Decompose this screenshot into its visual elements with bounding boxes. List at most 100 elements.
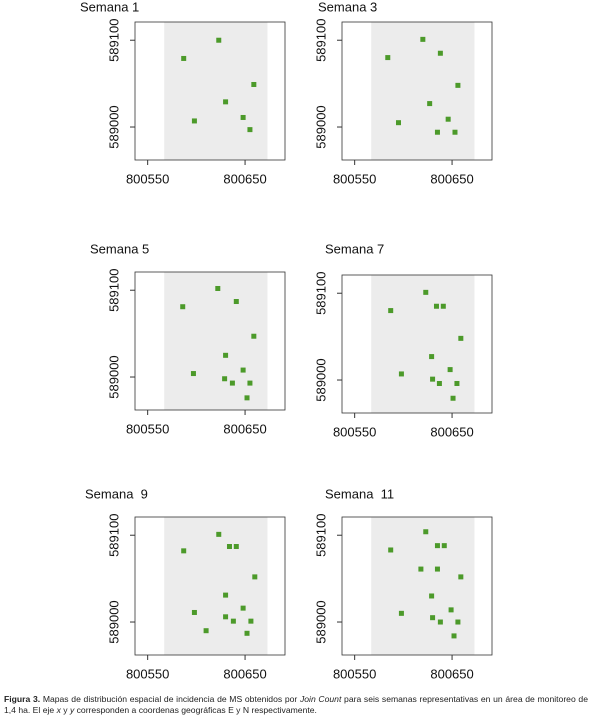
caption-text: y <box>60 705 70 715</box>
y-tick-label: 589000 <box>106 600 121 643</box>
point <box>216 531 222 537</box>
panel-title: Semana 1 <box>80 0 139 14</box>
point <box>458 335 464 341</box>
point <box>191 609 197 615</box>
caption-label: Figura 3. <box>4 694 41 704</box>
plot-frame <box>134 21 286 161</box>
point <box>448 607 454 613</box>
x-tick-label: 800650 <box>223 421 266 436</box>
field-area <box>371 517 475 655</box>
point <box>423 289 429 295</box>
point <box>388 308 394 314</box>
point <box>244 630 250 636</box>
point <box>203 628 209 634</box>
point <box>233 544 239 550</box>
field-area <box>371 22 475 160</box>
point <box>451 633 457 639</box>
point <box>423 529 429 535</box>
caption-text: Join Count <box>299 694 342 704</box>
point <box>429 593 435 599</box>
caption: Figura 3. Mapas de distribución espacial… <box>4 694 588 716</box>
point <box>388 547 394 553</box>
point <box>222 376 228 382</box>
point <box>385 55 391 61</box>
point <box>251 333 257 339</box>
caption-text: y <box>69 705 75 715</box>
x-tick-label: 800550 <box>333 666 376 681</box>
point <box>223 592 229 598</box>
point <box>251 81 257 87</box>
point <box>252 574 258 580</box>
point <box>455 82 461 88</box>
point <box>181 548 187 554</box>
point <box>180 304 186 310</box>
point <box>223 614 229 620</box>
point <box>191 118 197 124</box>
point <box>190 371 196 377</box>
figure: Semana 1 800550 800650 589000 589100 Semana 3… <box>80 0 493 681</box>
point <box>240 114 246 120</box>
point <box>230 618 236 624</box>
y-tick-label: 589000 <box>313 358 328 401</box>
point <box>216 37 222 43</box>
x-tick-label: 800550 <box>126 421 169 436</box>
point <box>181 55 187 61</box>
point <box>441 543 447 549</box>
caption-text: para seis semanas representativas en un … <box>4 694 588 715</box>
point <box>240 367 246 373</box>
point <box>420 36 426 42</box>
panel-title: Semana 3 <box>318 0 377 14</box>
point <box>458 574 464 580</box>
x-tick-label: 800550 <box>126 171 169 186</box>
point <box>429 354 435 360</box>
plot-frame <box>134 271 286 411</box>
point <box>434 566 440 572</box>
caption-text: Mapas de distribución espacial de incide… <box>42 694 300 704</box>
y-tick-label: 589100 <box>313 514 328 557</box>
point <box>240 605 246 611</box>
panel-title: Semana 5 <box>90 241 149 256</box>
plot-frame <box>341 274 493 414</box>
field-area <box>371 275 475 413</box>
y-tick-label: 589100 <box>106 269 121 312</box>
y-tick-label: 589100 <box>106 19 121 62</box>
caption-text: x <box>56 705 61 715</box>
field-area <box>164 22 268 160</box>
point <box>223 99 229 105</box>
y-tick-label: 589100 <box>313 272 328 315</box>
point <box>434 129 440 135</box>
x-tick-label: 800650 <box>223 666 266 681</box>
point <box>247 380 253 386</box>
x-tick-label: 800650 <box>430 666 473 681</box>
y-tick-label: 589000 <box>313 600 328 643</box>
point <box>395 120 401 126</box>
x-tick-label: 800550 <box>126 666 169 681</box>
x-tick-label: 800550 <box>333 171 376 186</box>
panel-title: Semana 7 <box>325 241 384 256</box>
point <box>450 395 456 401</box>
panel-title: Semana 9 <box>85 486 148 501</box>
point <box>430 376 436 382</box>
caption-text: corresponden a coordenas geográficas E y… <box>74 705 317 715</box>
point <box>434 543 440 549</box>
x-tick-label: 800550 <box>333 424 376 439</box>
point <box>229 380 235 386</box>
point <box>454 380 460 386</box>
point <box>223 352 229 358</box>
point <box>447 367 453 373</box>
point <box>430 615 436 621</box>
point <box>452 129 458 135</box>
point <box>215 285 221 291</box>
point <box>445 116 451 122</box>
point <box>433 303 439 309</box>
y-tick-label: 589100 <box>313 19 328 62</box>
point <box>233 299 239 305</box>
x-tick-label: 800650 <box>223 171 266 186</box>
y-tick-label: 589100 <box>106 514 121 557</box>
point <box>427 101 433 107</box>
point <box>418 566 424 572</box>
panel-title: Semana 11 <box>325 486 394 501</box>
point <box>455 619 461 625</box>
plot-frame <box>134 516 286 656</box>
point <box>398 610 404 616</box>
